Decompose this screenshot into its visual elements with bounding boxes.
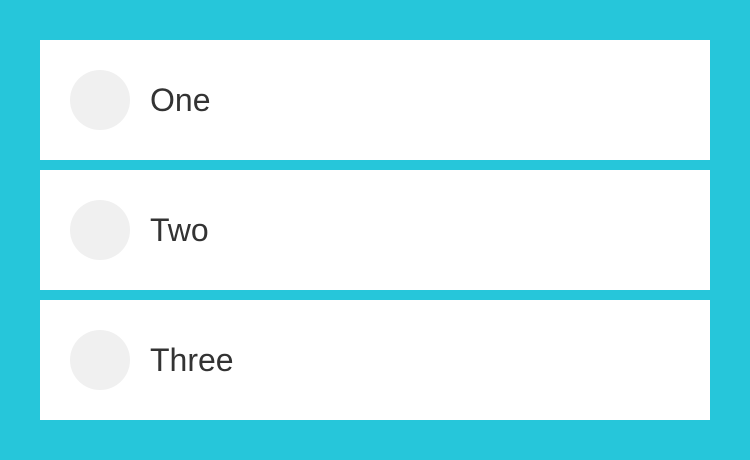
item-list: One Two Three [40, 40, 710, 420]
list-item-two[interactable]: Two [40, 170, 710, 290]
avatar-placeholder [70, 330, 130, 390]
list-item-one[interactable]: One [40, 40, 710, 160]
list-item-label: Three [150, 342, 234, 378]
list-item-three[interactable]: Three [40, 300, 710, 420]
avatar-placeholder [70, 70, 130, 130]
list-item-label: One [150, 82, 211, 118]
list-item-label: Two [150, 212, 209, 248]
avatar-placeholder [70, 200, 130, 260]
